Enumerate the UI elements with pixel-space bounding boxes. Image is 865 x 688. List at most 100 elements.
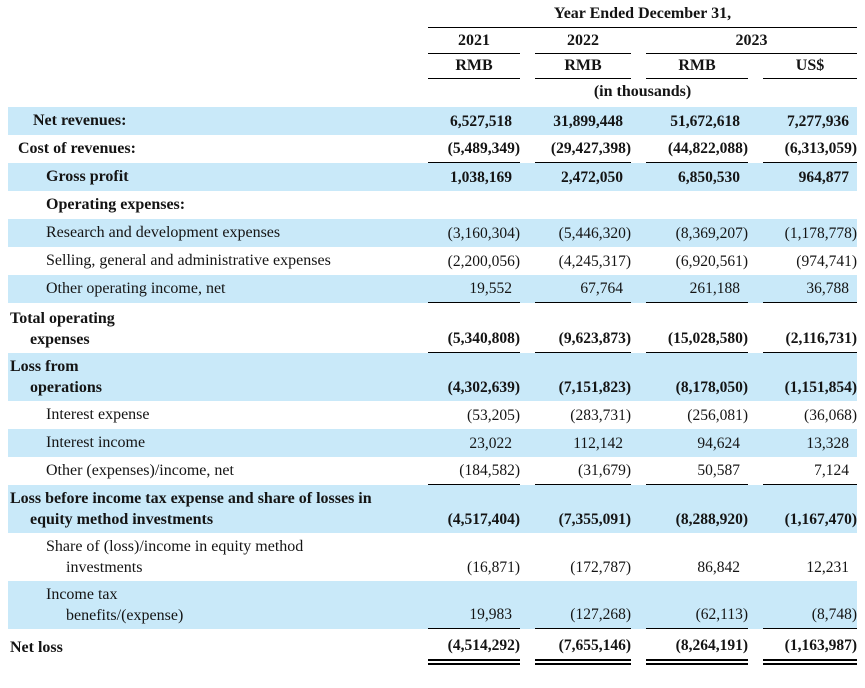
row-cost-of-revenues: Cost of revenues: (5,489,349) (29,427,39… <box>8 135 857 163</box>
value-2022-rmb: (9,623,873) <box>535 305 631 353</box>
row-label: Income tax benefits/(expense) <box>8 581 413 629</box>
value-2022-rmb: (283,731) <box>570 407 631 424</box>
row-label-line1: Interest expense <box>46 406 150 423</box>
value-2021-rmb: (53,205) <box>467 407 520 424</box>
row-label-line2: benefits/(expense) <box>66 607 184 624</box>
value-2021-rmb: (4,517,404) <box>447 511 520 528</box>
currency-label-2022-rmb: RMB <box>535 57 631 79</box>
row-label-line1: Other operating income, net <box>46 280 226 297</box>
value-2022-rmb: (172,787) <box>570 559 631 576</box>
income-statement-table: Year Ended December 31, 2021 2022 2023 R… <box>8 5 857 665</box>
row-label-line2: equity method investments <box>30 511 214 528</box>
row-label: Cost of revenues: <box>8 135 413 163</box>
value-2023-rmb: (256,081) <box>687 407 748 424</box>
row-label: Net revenues: <box>8 107 413 135</box>
row-label: Loss before income tax expense and share… <box>8 485 413 533</box>
row-label: Share of (loss)/income in equity method … <box>8 533 413 581</box>
value-2021-rmb: (3,160,304) <box>447 225 520 242</box>
row-label-line1: Operating expenses: <box>46 196 186 213</box>
value-2023-usd: (36,068) <box>804 407 857 424</box>
table-body: Net revenues: 6,527,518 31,899,448 51,67… <box>8 107 857 665</box>
row-label-line1: Net revenues: <box>33 112 127 129</box>
value-2023-usd: (1,178,778) <box>784 225 857 242</box>
row-interest-income: Interest income 23,022 112,142 94,624 13… <box>8 429 857 457</box>
row-other-operating-income-net: Other operating income, net 19,552 67,76… <box>8 275 857 303</box>
header-years-row: 2021 2022 2023 <box>8 28 857 54</box>
row-gross-profit: Gross profit 1,038,169 2,472,050 6,850,5… <box>8 163 857 191</box>
value-2022-rmb: (29,427,398) <box>535 135 631 163</box>
value-2022-rmb: 2,472,050 <box>561 169 623 186</box>
row-label-line1: Loss before income tax expense and share… <box>10 490 372 507</box>
value-2021-rmb: 19,552 <box>428 275 520 303</box>
value-2023-rmb: (8,369,207) <box>675 225 748 242</box>
value-2022-rmb <box>535 191 631 219</box>
row-label: Operating expenses: <box>8 191 413 219</box>
header-units-row: (in thousands) <box>8 79 857 107</box>
value-2022-rmb: 31,899,448 <box>553 113 623 130</box>
row-label: Interest expense <box>8 401 413 429</box>
value-2021-rmb: (4,302,639) <box>447 379 520 396</box>
row-loss-from-operations: Loss from operations (4,302,639) (7,151,… <box>8 353 857 401</box>
value-2021-rmb: (16,871) <box>467 559 520 576</box>
value-2022-rmb: (4,245,317) <box>558 253 631 270</box>
row-label: Net loss <box>8 634 413 665</box>
value-2022-rmb: (7,655,146) <box>535 634 631 665</box>
row-label-line1: Interest income <box>46 434 146 451</box>
value-2023-rmb: 86,842 <box>697 559 740 576</box>
value-2021-rmb: (4,514,292) <box>428 634 520 665</box>
value-2023-usd: 7,124 <box>763 457 857 485</box>
row-label-line1: Income tax <box>46 586 118 603</box>
value-2023-usd: 964,877 <box>798 169 849 186</box>
currency-label-2023-usd: US$ <box>763 57 857 79</box>
row-label-line1: Gross profit <box>46 168 129 185</box>
value-2023-rmb: (15,028,580) <box>646 305 748 353</box>
value-2023-rmb: (8,178,050) <box>675 379 748 396</box>
value-2022-rmb: 112,142 <box>573 435 623 452</box>
value-2023-rmb: (8,288,920) <box>675 511 748 528</box>
value-2023-usd: (1,167,470) <box>784 511 857 528</box>
row-label-line1: Loss from <box>10 358 79 375</box>
row-operating-expenses-heading: Operating expenses: <box>8 191 857 219</box>
row-label: Loss from operations <box>8 353 413 401</box>
row-income-tax-benefits-expense: Income tax benefits/(expense) 19,983 (12… <box>8 581 857 629</box>
year-column-2021: 2021 <box>428 32 520 54</box>
row-label: Total operating expenses <box>8 305 413 353</box>
row-selling-general-admin-expenses: Selling, general and administrative expe… <box>8 247 857 275</box>
value-2023-usd: (2,116,731) <box>763 305 857 353</box>
value-2023-usd: 7,277,936 <box>787 113 849 130</box>
row-label-line1: Share of (loss)/income in equity method <box>46 538 304 555</box>
value-2023-usd: (8,748) <box>763 581 857 629</box>
row-other-expenses-income-net: Other (expenses)/income, net (184,582) (… <box>8 457 857 485</box>
value-2023-usd: 13,328 <box>806 435 849 452</box>
row-label-line2: investments <box>66 559 143 576</box>
row-label-line1: Cost of revenues: <box>18 140 136 157</box>
value-2022-rmb: (127,268) <box>535 581 631 629</box>
value-2022-rmb: 67,764 <box>535 275 631 303</box>
currency-label-2023-rmb: RMB <box>646 57 748 79</box>
row-label-line1: Selling, general and administrative expe… <box>46 252 331 269</box>
value-2023-rmb: 261,188 <box>646 275 748 303</box>
value-2023-usd <box>763 191 857 219</box>
value-2023-usd: (1,163,987) <box>763 634 857 665</box>
value-2021-rmb: (5,340,808) <box>428 305 520 353</box>
value-2023-rmb: 50,587 <box>646 457 748 485</box>
row-research-development-expenses: Research and development expenses (3,160… <box>8 219 857 247</box>
value-2023-rmb: 94,624 <box>697 435 740 452</box>
currency-label-2021-rmb: RMB <box>428 57 520 79</box>
row-interest-expense: Interest expense (53,205) (283,731) (256… <box>8 401 857 429</box>
period-title: Year Ended December 31, <box>428 5 857 28</box>
value-2023-usd: 12,231 <box>806 559 849 576</box>
value-2023-usd: (6,313,059) <box>763 135 857 163</box>
value-2023-rmb: (8,264,191) <box>646 634 748 665</box>
value-2023-rmb: 6,850,530 <box>678 169 740 186</box>
row-loss-before-income-tax: Loss before income tax expense and share… <box>8 485 857 533</box>
value-2023-rmb <box>646 191 748 219</box>
row-total-operating-expenses: Total operating expenses (5,340,808) (9,… <box>8 305 857 353</box>
row-net-loss: Net loss (4,514,292) (7,655,146) (8,264,… <box>8 634 857 665</box>
row-net-revenues: Net revenues: 6,527,518 31,899,448 51,67… <box>8 107 857 135</box>
row-label-line2: operations <box>30 379 102 396</box>
header-currency-row: RMB RMB RMB US$ <box>8 54 857 79</box>
row-label: Other (expenses)/income, net <box>8 457 413 485</box>
value-2023-usd: 36,788 <box>763 275 857 303</box>
value-2022-rmb: (7,355,091) <box>558 511 631 528</box>
